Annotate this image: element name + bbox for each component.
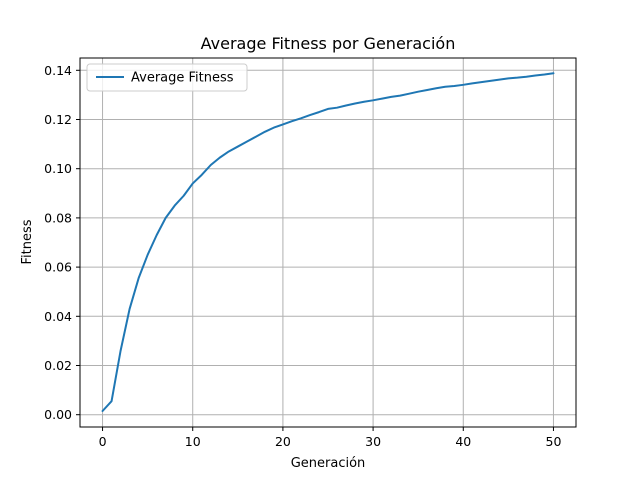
y-axis-label: Fitness [20, 219, 35, 264]
y-tick-label: 0.14 [44, 63, 72, 78]
x-tick-label: 10 [185, 434, 201, 449]
y-tick-label: 0.02 [44, 358, 72, 373]
x-tick-label: 20 [275, 434, 291, 449]
x-tick-label: 30 [365, 434, 381, 449]
x-tick-label: 50 [546, 434, 562, 449]
y-tick-label: 0.06 [44, 260, 72, 275]
legend-label: Average Fitness [131, 71, 234, 86]
x-axis-label: Generación [291, 456, 366, 471]
y-tick-label: 0.10 [44, 161, 72, 176]
y-tick-label: 0.04 [44, 309, 72, 324]
y-tick-label: 0.08 [44, 210, 72, 225]
y-tick-label: 0.00 [44, 407, 72, 422]
x-tick-label: 0 [99, 434, 107, 449]
y-tick-label: 0.12 [44, 112, 72, 127]
legend: Average Fitness [87, 64, 247, 91]
chart-title: Average Fitness por Generación [201, 34, 456, 53]
x-tick-label: 40 [455, 434, 471, 449]
